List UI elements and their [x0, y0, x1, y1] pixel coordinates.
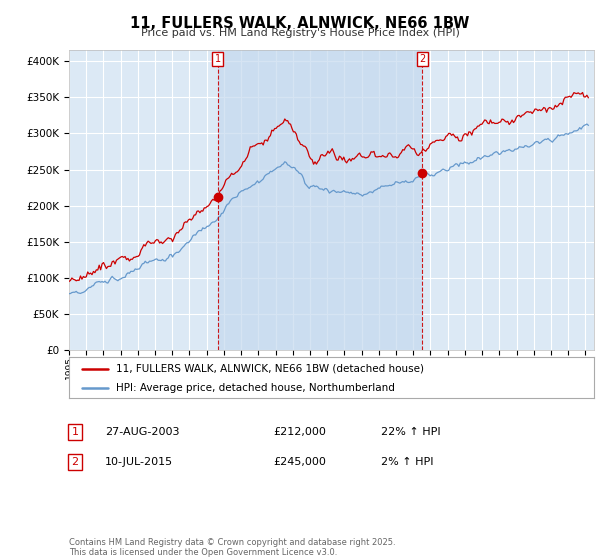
Text: Contains HM Land Registry data © Crown copyright and database right 2025.
This d: Contains HM Land Registry data © Crown c…	[69, 538, 395, 557]
Text: 27-AUG-2003: 27-AUG-2003	[105, 427, 179, 437]
Text: 2% ↑ HPI: 2% ↑ HPI	[381, 457, 433, 467]
Text: 1: 1	[71, 427, 79, 437]
Text: 1: 1	[215, 54, 221, 64]
Text: HPI: Average price, detached house, Northumberland: HPI: Average price, detached house, Nort…	[116, 382, 395, 393]
Bar	[218, 50, 422, 350]
Text: 11, FULLERS WALK, ALNWICK, NE66 1BW: 11, FULLERS WALK, ALNWICK, NE66 1BW	[130, 16, 470, 31]
Text: £212,000: £212,000	[273, 427, 326, 437]
Text: £245,000: £245,000	[273, 457, 326, 467]
Text: 2: 2	[71, 457, 79, 467]
Text: 11, FULLERS WALK, ALNWICK, NE66 1BW (detached house): 11, FULLERS WALK, ALNWICK, NE66 1BW (det…	[116, 363, 424, 374]
Text: 10-JUL-2015: 10-JUL-2015	[105, 457, 173, 467]
Text: Price paid vs. HM Land Registry's House Price Index (HPI): Price paid vs. HM Land Registry's House …	[140, 28, 460, 38]
Text: 2: 2	[419, 54, 425, 64]
Text: 22% ↑ HPI: 22% ↑ HPI	[381, 427, 440, 437]
